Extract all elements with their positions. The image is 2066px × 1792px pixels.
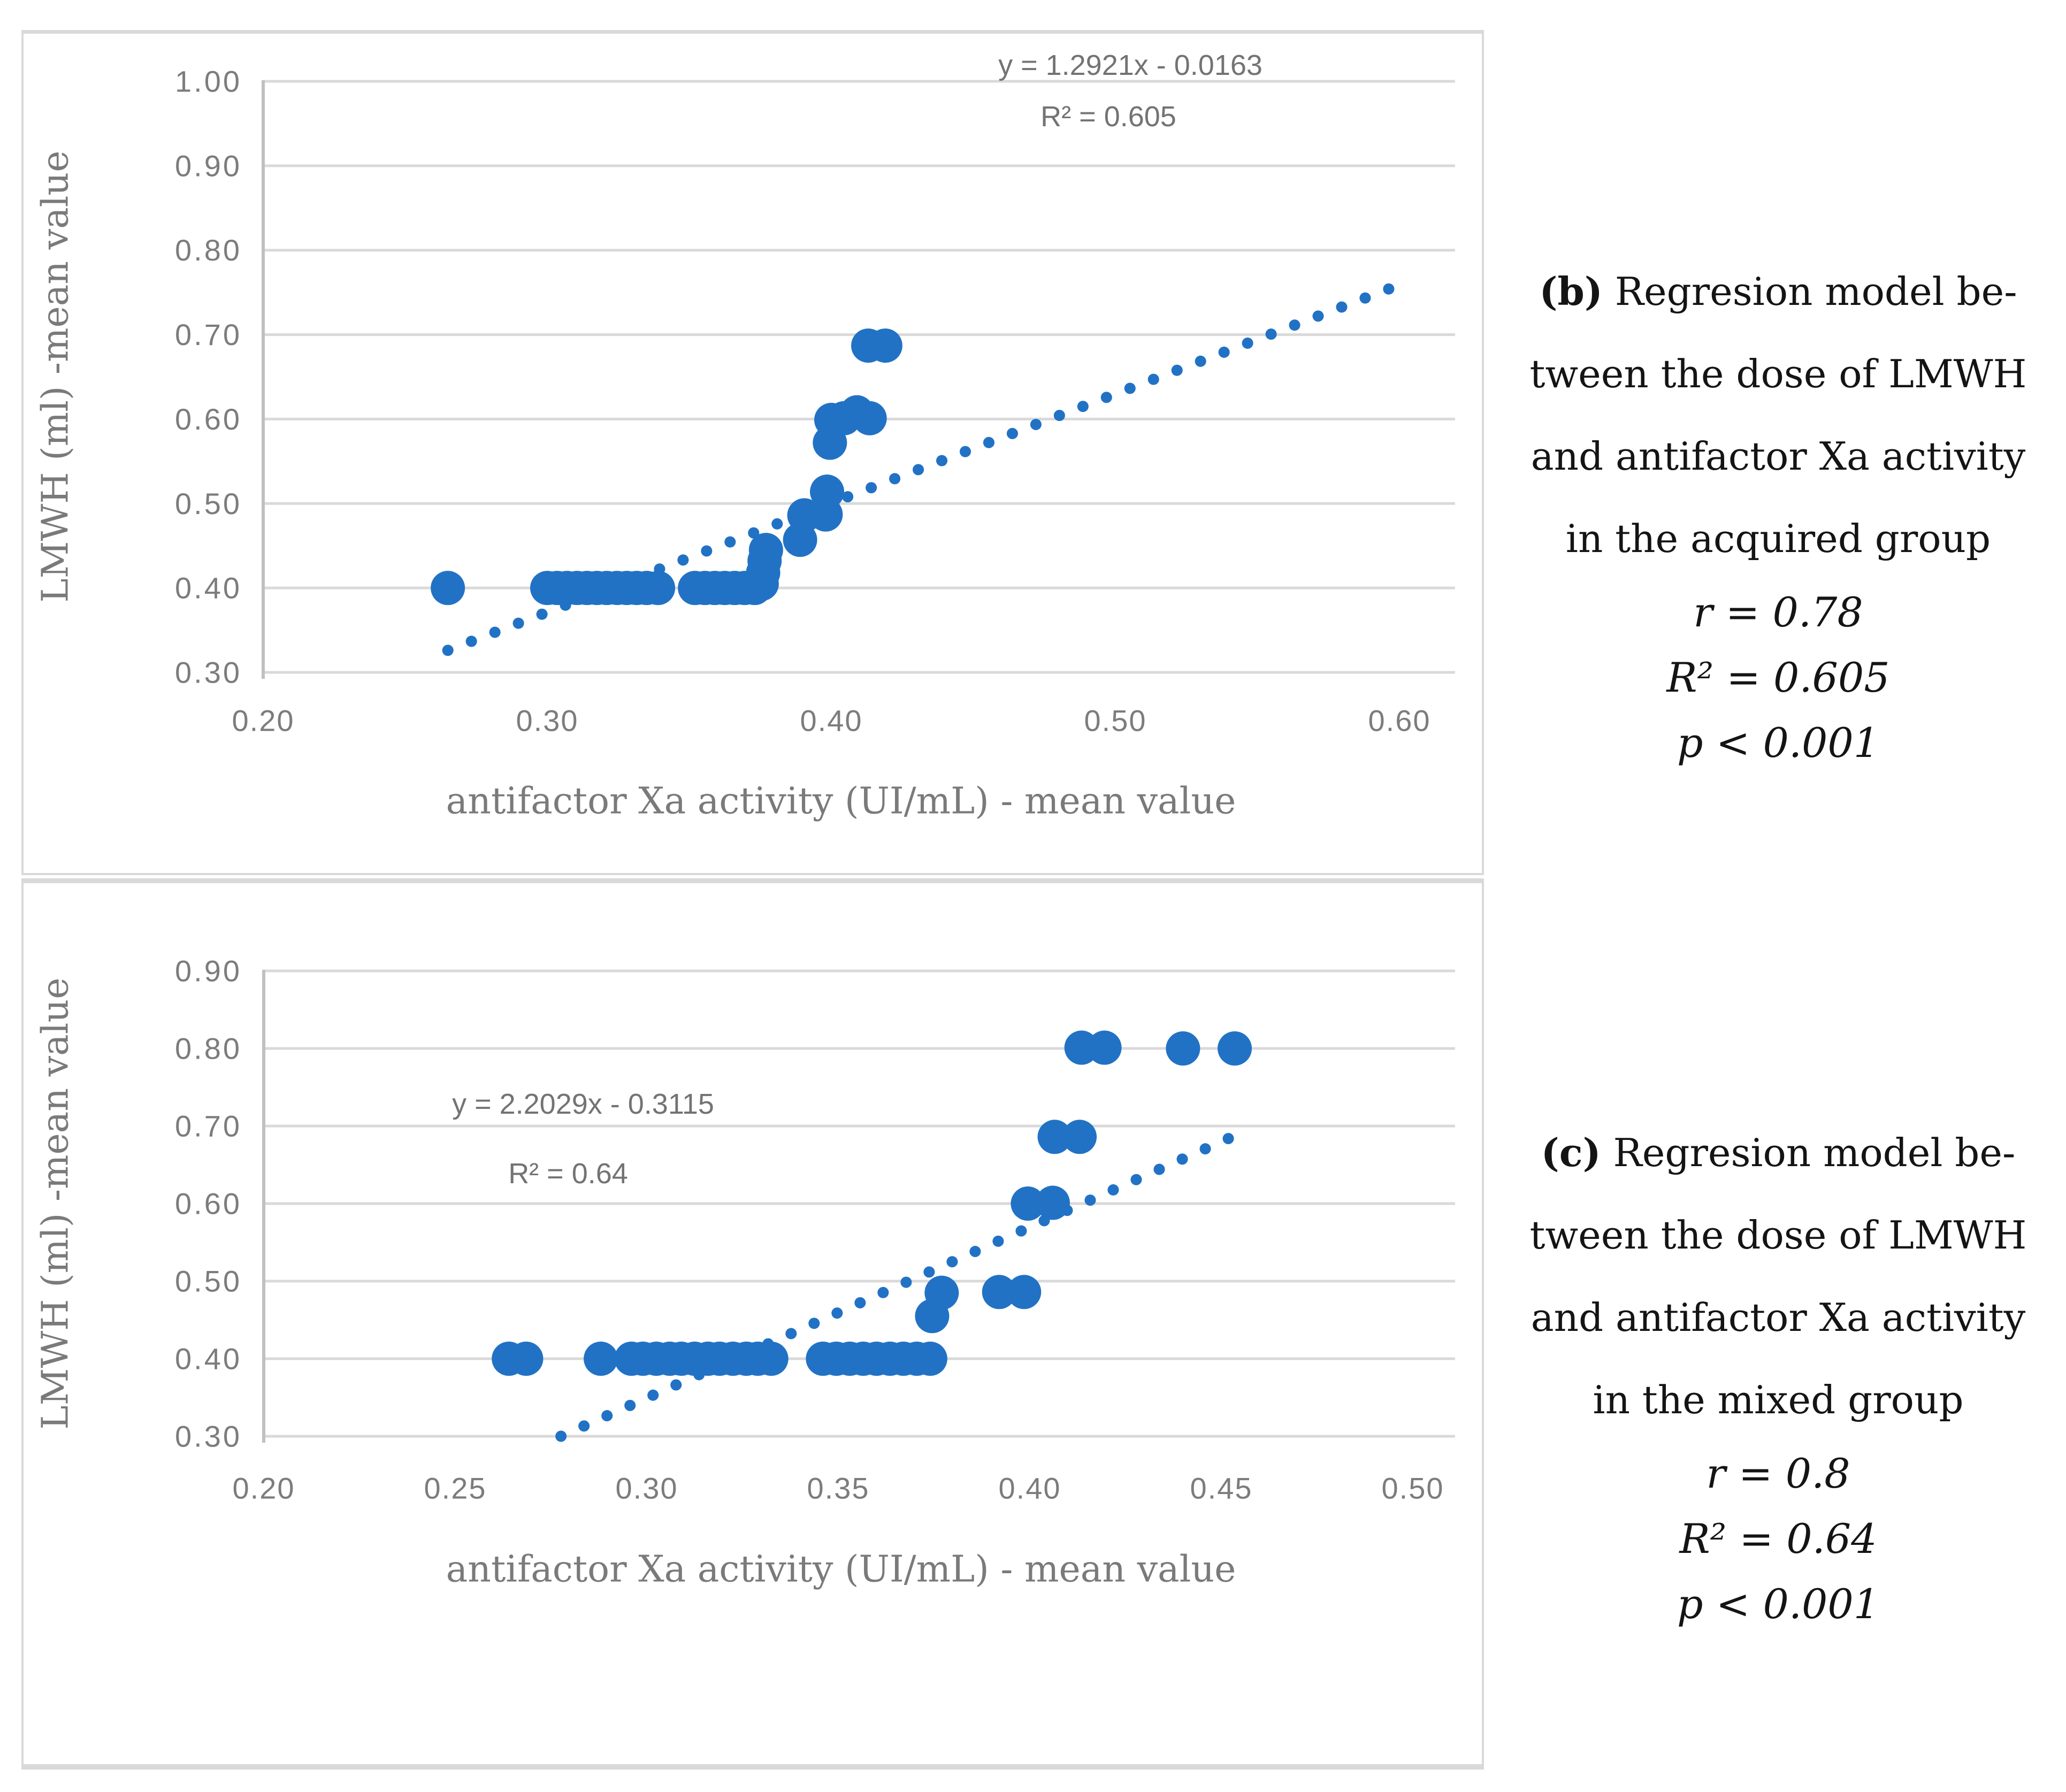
data-point (1007, 1275, 1042, 1309)
r-squared-label: R² = 0.64 (508, 1158, 628, 1190)
equation-label: y = 2.2029x - 0.3115 (452, 1088, 714, 1120)
x-tick-label: 0.45 (1190, 1472, 1253, 1505)
caption-c-tag: (c) (1541, 1130, 1601, 1175)
data-point (1035, 1185, 1070, 1220)
x-axis-title: antifactor Xa activity (UI/mL) - mean va… (446, 1549, 1236, 1591)
data-point (1037, 1120, 1072, 1154)
y-tick-label: 0.70 (175, 1109, 242, 1143)
caption-b-stat-r: r = 0.78 (1693, 588, 1863, 636)
equation-label: y = 1.2921x - 0.0163 (998, 49, 1262, 81)
caption-c-line: and antifactor Xa activity (1531, 1295, 2026, 1340)
x-tick-label: 0.30 (516, 704, 579, 738)
y-tick-label: 0.50 (175, 487, 242, 520)
y-tick-label: 0.60 (175, 1187, 242, 1221)
caption-b-stat-p: p < 0.001 (1677, 719, 1880, 767)
x-tick-label: 0.50 (1382, 1472, 1444, 1505)
y-tick-label: 0.40 (175, 1342, 242, 1376)
x-tick-label: 0.35 (807, 1472, 870, 1505)
data-point (810, 474, 845, 509)
y-tick-label: 0.90 (175, 954, 242, 988)
caption-b-stat-r2: R² = 0.605 (1666, 654, 1890, 701)
y-tick-label: 0.80 (175, 1032, 242, 1066)
data-point (584, 1342, 618, 1376)
figure-box-c: 0.90 0.80 0.70 0.60 0.50 0.40 0.30 0.20 0.25 0.30… (21, 878, 1484, 1770)
data-point (982, 1275, 1016, 1309)
caption-c-stat-p: p < 0.001 (1677, 1580, 1880, 1628)
x-tick-label: 0.60 (1368, 704, 1431, 738)
data-point (852, 401, 887, 435)
caption-c-stat-r2: R² = 0.64 (1679, 1515, 1877, 1563)
caption-c-stat-r: r = 0.8 (1706, 1450, 1850, 1497)
x-tick-label: 0.40 (800, 704, 863, 738)
caption-b-line: in the acquired group (1565, 516, 1991, 561)
y-axis-title: LMWH (ml) -mean value (35, 978, 77, 1430)
chart-b: 1.00 0.90 0.80 0.70 0.60 0.50 0.40 0.30 0.20 0.30… (35, 49, 1455, 823)
data-point (1166, 1031, 1200, 1066)
figure-box-b: 1.00 0.90 0.80 0.70 0.60 0.50 0.40 0.30 0.20 0.30… (21, 30, 1484, 875)
data-point (1062, 1120, 1097, 1154)
caption-b-line: and antifactor Xa activity (1531, 434, 2026, 479)
data-point (1218, 1031, 1252, 1066)
y-tick-label: 0.30 (175, 1420, 242, 1453)
data-point (509, 1342, 544, 1376)
x-tick-label: 0.30 (616, 1472, 678, 1505)
x-tick-label: 0.20 (233, 1472, 295, 1505)
caption-b: (b) Regresion model be- tween the dose o… (1489, 250, 2066, 776)
caption-b-line: (b) Regresion model be- (1489, 250, 2066, 333)
caption-c-line: tween the dose of LMWH (1529, 1213, 2027, 1258)
data-point (1087, 1030, 1122, 1065)
y-tick-label: 0.80 (175, 233, 242, 267)
y-tick-label: 0.60 (175, 402, 242, 436)
caption-b-tag: (b) (1539, 269, 1603, 314)
data-point (868, 328, 902, 363)
y-tick-label: 0.70 (175, 318, 242, 351)
data-point (1011, 1186, 1045, 1221)
caption-c-line: (c) Regresion model be- (1489, 1112, 2066, 1194)
trendline (555, 1124, 1254, 1442)
y-tick-label: 0.50 (175, 1265, 242, 1298)
y-tick-label: 0.40 (175, 571, 242, 605)
data-point (754, 1342, 789, 1376)
y-axis-title: LMWH (ml) -mean value (35, 151, 77, 603)
caption-b-line1-text: Regresion model be- (1602, 269, 2017, 314)
x-tick-label: 0.50 (1084, 704, 1147, 738)
caption-b-line: tween the dose of LMWH (1529, 351, 2027, 396)
caption-c: (c) Regresion model be- tween the dose o… (1489, 1112, 2066, 1637)
caption-c-line: in the mixed group (1593, 1377, 1964, 1422)
data-point (641, 571, 676, 606)
data-point (748, 533, 783, 568)
data-point (924, 1275, 959, 1310)
r-squared-label: R² = 0.605 (1040, 101, 1176, 133)
x-tick-label: 0.25 (424, 1472, 487, 1505)
y-tick-label: 0.90 (175, 149, 242, 182)
x-tick-label: 0.20 (232, 704, 295, 738)
data-point (913, 1342, 947, 1376)
x-axis-title: antifactor Xa activity (UI/mL) - mean va… (446, 780, 1236, 823)
caption-c-line1-text: Regresion model be- (1601, 1130, 2016, 1175)
data-point (431, 571, 465, 606)
y-tick-label: 0.30 (175, 656, 242, 690)
x-tick-label: 0.40 (999, 1472, 1061, 1505)
chart-c: 0.90 0.80 0.70 0.60 0.50 0.40 0.30 0.20 0.25 0.30… (35, 954, 1455, 1591)
y-tick-label: 1.00 (175, 65, 242, 98)
